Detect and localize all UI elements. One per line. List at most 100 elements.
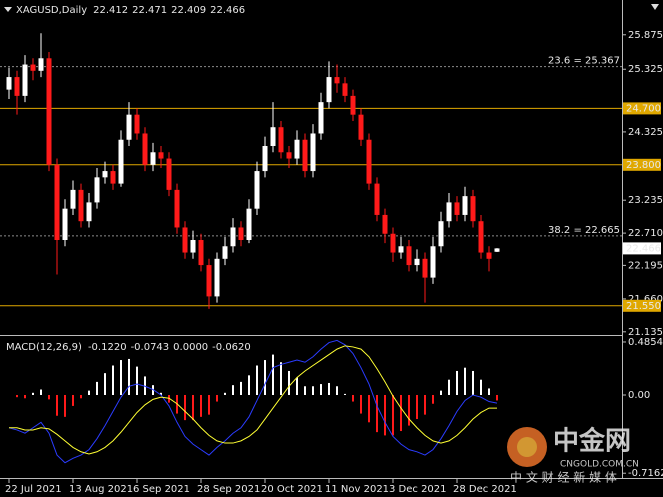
candle-body (142, 133, 148, 165)
candle-body (38, 58, 44, 71)
candle-body (286, 152, 292, 159)
x-tick-label: 3 Dec 2021 (389, 484, 447, 495)
histogram-bar (200, 394, 202, 417)
pane-title: MACD(12,26,9) (6, 342, 82, 353)
candle-body (342, 83, 348, 96)
fib-label: 23.6 = 25.367 (548, 56, 620, 67)
candle-body (454, 202, 460, 215)
candle-body (182, 227, 188, 253)
histogram-bar (56, 394, 58, 416)
pane-header: MACD(12,26,9) -0.1220 -0.0743 0.0000 -0.0620 (6, 342, 251, 353)
last-price-label: 22.466 (626, 243, 661, 254)
fib-label: 38.2 = 22.665 (548, 225, 620, 236)
histogram-bar (48, 394, 50, 400)
histogram-bar (120, 360, 122, 395)
y-tick-label: 22.195 (628, 260, 663, 271)
y-tick-label: 0.4854 (628, 337, 663, 348)
watermark-domain: CNGOLD.COM.CN (560, 460, 639, 470)
histogram-bar (280, 362, 282, 395)
candle-body (222, 246, 228, 259)
candle-body (22, 64, 28, 96)
histogram-bar (136, 366, 138, 395)
candle-body (318, 102, 324, 134)
y-tick-label: 25.325 (628, 64, 663, 75)
y-tick-label: 0.00 (628, 390, 650, 401)
header-value: -0.1220 (88, 342, 127, 353)
x-tick-label: 6 Sep 2021 (133, 484, 190, 495)
candle-body (390, 233, 396, 253)
candle-body (446, 202, 452, 222)
candle-body (278, 127, 284, 153)
candle-body (150, 152, 156, 165)
x-tick-label: 28 Dec 2021 (453, 484, 517, 495)
candle-body (358, 114, 364, 140)
y-tick-label: 24.325 (628, 127, 663, 138)
histogram-bar (352, 394, 354, 402)
histogram-bar (392, 394, 394, 436)
candle-body (78, 189, 84, 222)
corner-icon[interactable] (651, 4, 659, 10)
histogram-bar (408, 394, 410, 426)
candle-body (382, 214, 388, 234)
y-tick-label: 21.135 (628, 327, 663, 338)
candle-body (62, 208, 68, 241)
candle-body (238, 227, 244, 241)
histogram-bar (112, 365, 114, 395)
candle-body (174, 189, 180, 228)
histogram-bar (304, 386, 306, 395)
candle-body (126, 114, 132, 140)
candle-body (262, 146, 268, 172)
histogram-bar (192, 394, 194, 421)
header-value: 0.0000 (173, 342, 208, 353)
histogram-bar (288, 370, 290, 395)
histogram-bar (320, 384, 322, 395)
histogram-bar (464, 367, 466, 395)
histogram-bar (336, 386, 338, 395)
histogram-bar (424, 394, 426, 415)
candle-body (206, 265, 212, 297)
candle-body (230, 227, 236, 247)
candle-body (158, 152, 164, 159)
candle-body (478, 221, 484, 253)
histogram-bar (88, 390, 90, 395)
histogram-bar (40, 389, 42, 395)
candle-body (438, 221, 444, 247)
x-tick-label: 11 Nov 2021 (325, 484, 389, 495)
candle-body (46, 58, 52, 165)
histogram-bar (72, 394, 74, 406)
candle-body (94, 177, 100, 203)
candle-body (398, 246, 404, 253)
histogram-bar (360, 394, 362, 414)
histogram-bar (296, 377, 298, 395)
candle-body (70, 189, 76, 209)
histogram-bar (248, 375, 250, 395)
candle-body (414, 258, 420, 266)
histogram-bar (24, 394, 26, 399)
candle-body (302, 139, 308, 172)
histogram-bar (344, 393, 346, 395)
level-label: 23.800 (626, 160, 661, 171)
level-box (623, 299, 661, 312)
histogram-bar (208, 394, 210, 415)
header-value: -0.0620 (212, 342, 251, 353)
histogram-bar (104, 373, 106, 395)
candle-body (30, 64, 36, 71)
histogram-bar (256, 365, 258, 395)
x-tick-label: 13 Aug 2021 (69, 484, 133, 495)
candle-body (190, 240, 196, 253)
watermark-name: 中金网 (553, 426, 631, 457)
histogram-bar (416, 394, 418, 420)
y-tick-label: 22.710 (628, 228, 663, 239)
candle-body (366, 139, 372, 184)
candle-body (54, 164, 60, 241)
histogram-bar (496, 394, 498, 401)
histogram-bar (488, 388, 490, 395)
histogram-bar (480, 379, 482, 395)
histogram-bar (160, 392, 162, 395)
candle-body (406, 246, 412, 266)
menu-icon[interactable] (4, 7, 12, 12)
histogram-bar (96, 381, 98, 395)
